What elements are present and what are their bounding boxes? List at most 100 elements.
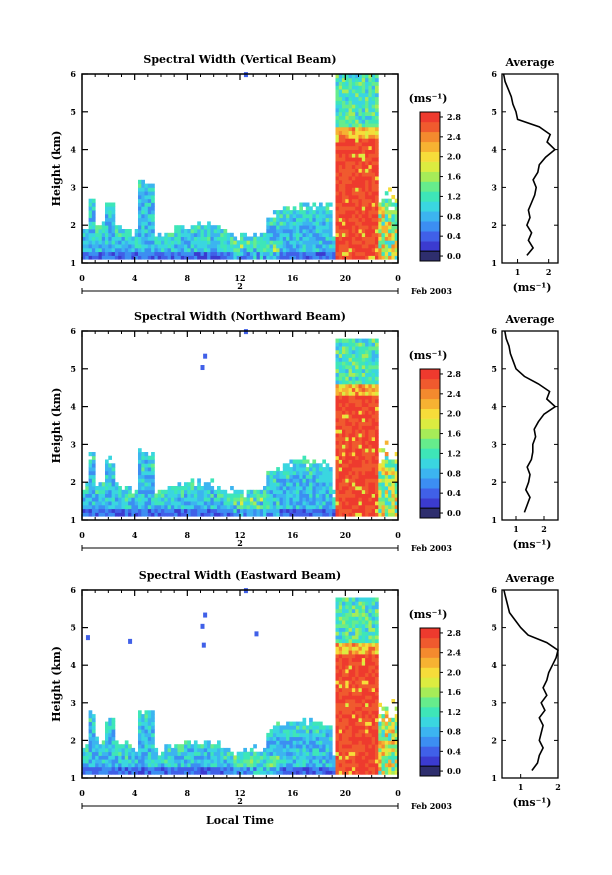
heatmap-cell <box>203 740 208 745</box>
heatmap-cell <box>365 236 369 241</box>
heatmap-cell <box>384 497 389 502</box>
heatmap-cell <box>351 721 356 726</box>
heatmap-cell <box>253 770 257 775</box>
heatmap-cell <box>223 512 228 517</box>
heatmap-cell <box>378 463 382 468</box>
heatmap-cell <box>348 501 353 506</box>
heatmap-cell <box>157 493 162 498</box>
heatmap-cell <box>114 751 119 756</box>
heatmap-cell <box>279 251 284 256</box>
heatmap-cell <box>351 504 356 510</box>
heatmap-cell <box>384 729 389 734</box>
heatmap-cell <box>292 221 297 226</box>
heatmap-cell <box>368 608 373 613</box>
heatmap-cell <box>151 732 155 738</box>
heatmap-cell <box>351 642 356 647</box>
heatmap-cell <box>180 493 185 498</box>
heatmap-cell <box>286 497 290 502</box>
heatmap-cell <box>230 251 234 256</box>
heatmap-cell <box>154 759 159 764</box>
heatmap-cell <box>361 191 366 196</box>
heatmap-cell <box>391 732 396 738</box>
heatmap-cell <box>157 255 162 260</box>
heatmap-cell <box>299 478 303 483</box>
heatmap-cell <box>253 240 257 245</box>
heatmap-cell <box>348 414 353 419</box>
heatmap-cell <box>361 493 366 498</box>
heatmap-cell <box>335 744 340 749</box>
heatmap-cell <box>217 244 221 249</box>
heatmap-cell <box>361 89 366 94</box>
heatmap-cell <box>394 470 399 476</box>
heatmap-cell <box>342 247 346 253</box>
heatmap-cell <box>101 251 106 256</box>
heatmap-cell <box>348 489 353 494</box>
heatmap-cell <box>361 706 366 711</box>
heatmap-cell <box>348 687 353 692</box>
heatmap-cell <box>272 470 277 476</box>
heatmap-cell <box>256 497 261 502</box>
heatmap-cell <box>98 759 103 764</box>
heatmap-cell <box>91 763 96 768</box>
heatmap-cell <box>315 736 320 741</box>
heatmap-cell <box>296 251 300 256</box>
heatmap-cell <box>253 759 257 764</box>
heatmap-cell <box>114 489 119 494</box>
heatmap-cell <box>217 770 221 775</box>
heatmap-cell <box>108 725 112 730</box>
heatmap-cell <box>312 210 317 215</box>
heatmap-cell <box>384 486 389 491</box>
heatmap-cell <box>174 770 178 775</box>
heatmap-cell <box>351 338 356 343</box>
heatmap-cell <box>361 229 366 234</box>
heatmap-cell <box>184 482 188 487</box>
heatmap-cell <box>358 766 363 771</box>
heatmap-cell <box>361 104 366 109</box>
heatmap-cell <box>315 240 320 245</box>
heatmap-cell <box>351 417 356 423</box>
heatmap-cell <box>315 221 320 226</box>
heatmap-cell <box>394 736 399 741</box>
heatmap-cell <box>358 108 363 113</box>
heatmap-cell <box>292 736 297 741</box>
heatmap-cell <box>141 251 145 256</box>
heatmap-cell <box>111 717 116 722</box>
heatmap-cell <box>351 429 356 434</box>
heatmap-cell <box>131 759 136 764</box>
heatmap-cells <box>82 72 399 260</box>
heatmap-cell <box>286 755 290 760</box>
heatmap-cell <box>138 474 142 479</box>
heatmap-cell <box>138 766 142 771</box>
heatmap-cell <box>345 706 349 711</box>
heatmap-cell <box>147 714 152 719</box>
heatmap-cell <box>345 440 349 445</box>
colorbar-unit: (ms⁻¹) <box>409 92 448 105</box>
heatmap-cell <box>184 489 188 494</box>
heatmap-cell <box>348 650 353 655</box>
heatmap-cell <box>269 251 274 256</box>
heatmap-cell <box>365 417 369 423</box>
heatmap-cell <box>118 766 122 771</box>
heatmap-cell <box>174 489 178 494</box>
heatmap-cell <box>177 236 182 241</box>
heatmap-cell <box>217 240 221 245</box>
heatmap-cell <box>305 732 310 738</box>
heatmap-cell <box>319 470 323 476</box>
heatmap-cell <box>286 251 290 256</box>
heatmap-cell <box>338 755 343 760</box>
heatmap-cell <box>368 251 373 256</box>
heatmap-cell <box>302 508 307 513</box>
heatmap-cell <box>144 191 149 196</box>
heatmap-cell <box>355 463 359 468</box>
heatmap-cell <box>98 493 103 498</box>
heatmap-cell <box>355 191 359 196</box>
heatmap-cell <box>95 755 99 760</box>
heatmap-cell <box>375 452 379 457</box>
heatmap-cell <box>351 217 356 222</box>
heatmap-cell <box>256 508 261 513</box>
heatmap-cell <box>217 755 221 760</box>
heatmap-cell <box>177 240 182 245</box>
heatmap-cell <box>361 391 366 396</box>
heatmap-cell <box>101 244 106 249</box>
heatmap-cell <box>365 497 369 502</box>
